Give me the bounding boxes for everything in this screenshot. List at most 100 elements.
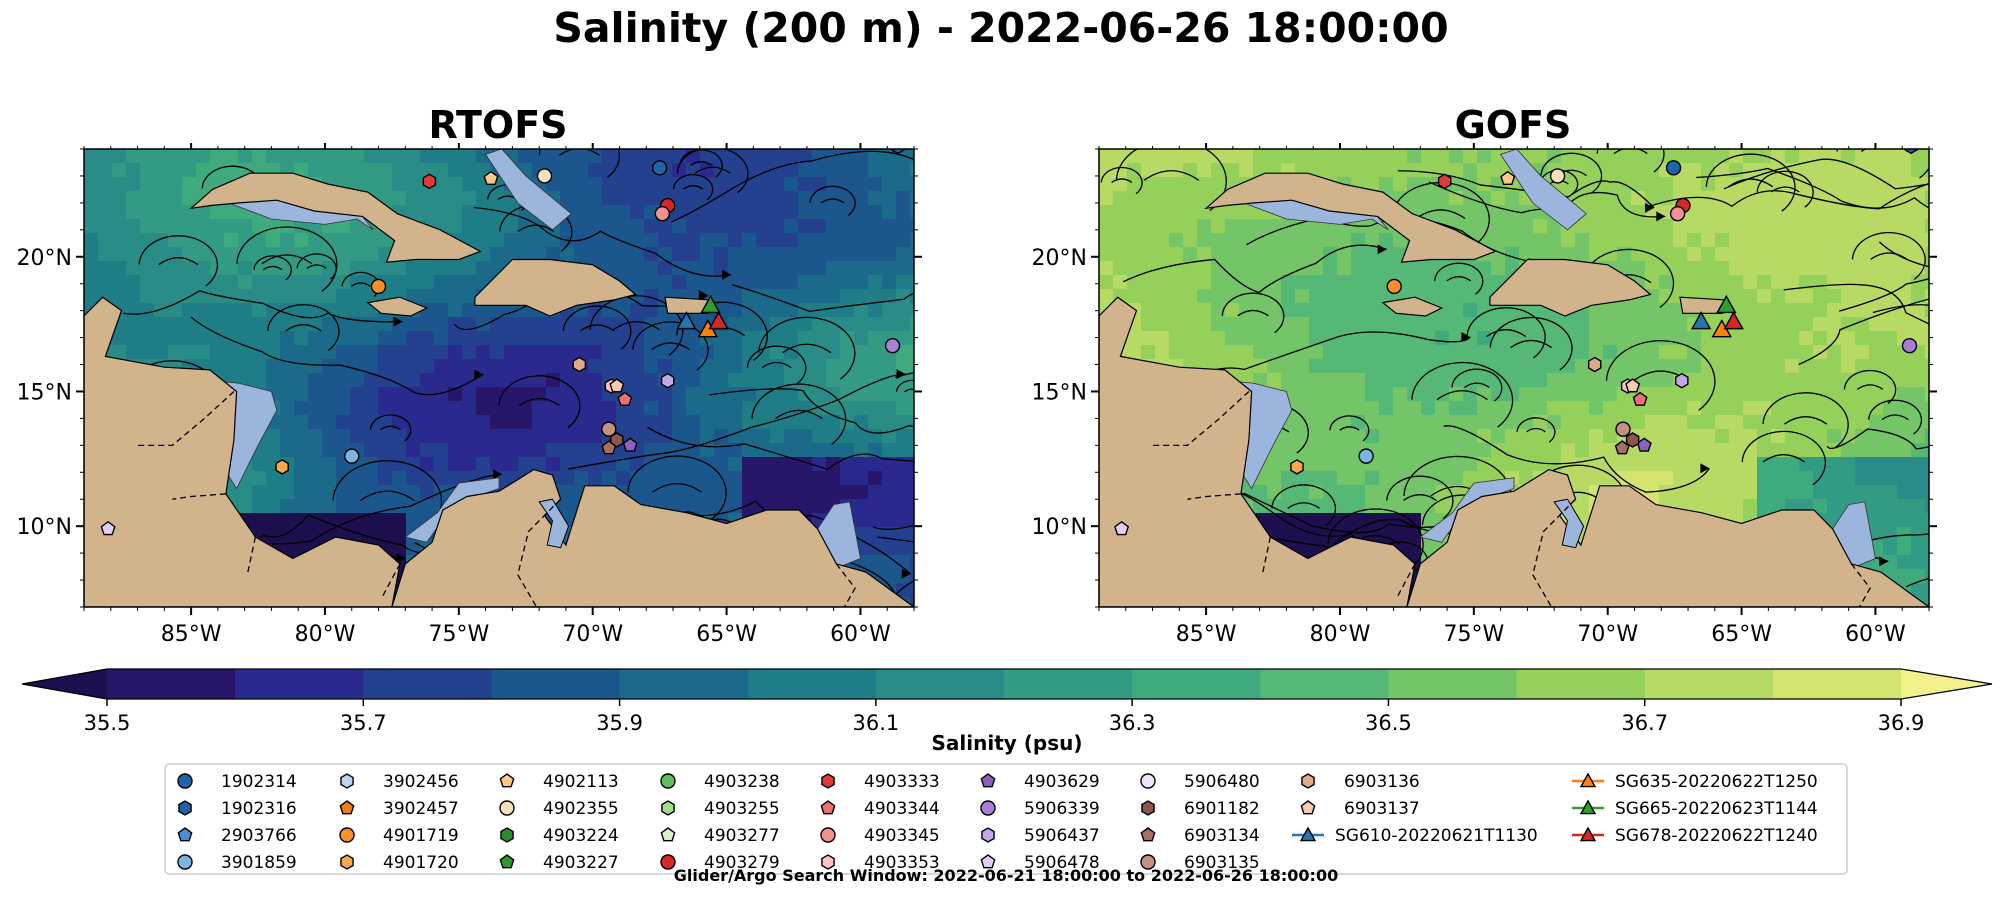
legend-item: 4903353 [821,853,940,873]
xtick-label: 70°W [562,622,623,647]
legend-item: 4903238 [660,772,780,792]
legend-label: 6903135 [1184,853,1260,873]
legend-marker [821,773,835,789]
marker-5906478 [100,521,116,536]
colorbar-segment [1132,669,1261,699]
marker-4902113 [1500,170,1516,185]
xtick-label: 85°W [1176,622,1237,647]
marker-6903137 [1625,378,1641,393]
legend-item: SG678-20220622T1240 [1572,826,1818,846]
legend-item: 4903629 [980,772,1100,792]
legend-label: 4902355 [543,799,619,819]
country-borders [1152,390,1871,607]
land-masses [1099,172,1929,607]
ytick-label: 10°N [17,515,72,540]
legend-marker [177,854,193,870]
colorbar-segment [1772,669,1902,699]
legend-item: SG610-20220621T1130 [1292,826,1538,846]
legend-item: 1902314 [177,772,297,792]
legend-label: 4903255 [704,799,780,819]
legend-label: 6903134 [1184,826,1260,846]
marker-4903345 [654,205,671,222]
marker-SG665-20220623T1144 [1716,294,1737,314]
colorbar-tick-label: 36.1 [852,711,899,735]
colorbar-tick-label: 35.7 [340,711,387,735]
marker-4903277 [897,134,910,147]
legend-marker [339,827,355,843]
marker-3901859 [1358,448,1374,464]
observation-markers [100,134,910,536]
colorbar-segment [491,669,621,699]
legend-label: 3901859 [221,853,297,873]
legend-item: 5906478 [980,853,1100,873]
marker-5906339 [884,337,901,354]
land-masses [84,172,914,607]
legend-marker [1579,772,1597,788]
legend-marker [821,854,835,870]
legend-label: 6903136 [1344,772,1420,792]
legend-item: 5906339 [980,799,1100,819]
legend-marker [1140,854,1156,870]
xtick-label: 65°W [1711,622,1772,647]
legend-label: 4903344 [864,799,940,819]
colorbar-tick-label: 36.9 [1878,711,1925,735]
legend-item: 6903137 [1300,799,1420,819]
legend-marker [820,827,836,843]
legend-label: 4903333 [864,772,940,792]
legend-item: 6903134 [1140,826,1260,846]
legend-label: 4902113 [543,772,619,792]
colorbar-segment [107,669,236,699]
marker-SG678-20220622T1240 [1723,310,1744,330]
lake-maracaibo [1553,498,1585,549]
legend-item: 4903277 [660,826,780,846]
legend-item: 3902456 [340,772,459,792]
legend-marker [499,773,515,788]
ytick-label: 20°N [17,246,72,271]
marker-6903134 [601,440,617,455]
legend-marker [499,800,515,816]
legend-marker [980,800,996,816]
xtick-label: 60°W [1845,622,1906,647]
legend-label: 3902456 [383,772,459,792]
marker-5906339 [1901,337,1918,354]
legend-marker [1140,827,1156,842]
legend-item: 4901720 [340,853,459,873]
marker-5906437 [1675,372,1689,389]
map-frame [1098,148,1930,608]
legend-label: 5906478 [1024,853,1100,873]
legend-item: 5906437 [981,826,1100,846]
legend-item: 6903136 [1301,772,1420,792]
legend-marker [1301,773,1315,789]
legend-label: 4903353 [864,853,940,873]
marker-1902316 [891,149,905,155]
colorbar-label: Salinity (psu) [931,731,1082,755]
xtick-label: 80°W [295,622,356,647]
ytick-label: 10°N [1032,515,1087,540]
salinity-colorbar: 35.5 35.7 35.9 36.1 36.3 36.5 36.7 36.9 [21,668,1993,735]
legend-marker [499,854,515,869]
marker-4901720 [1290,459,1304,475]
legend-marker [1299,826,1317,842]
legend-marker [500,827,514,843]
marker-1902314 [651,160,668,176]
legend-label: SG678-20220622T1240 [1615,826,1818,846]
legend-item: SG665-20220623T1144 [1572,799,1818,819]
legend-item: 4902355 [499,799,619,819]
legend-frame [164,763,1848,875]
legend-label: 4903224 [543,826,619,846]
legend-label: 4901719 [383,826,459,846]
xtick-label: 75°W [428,622,489,647]
marker-6903135 [601,421,617,437]
legend-label: 4903238 [704,772,780,792]
legend-marker [177,827,193,842]
colorbar-segment [235,669,364,699]
legend-label: 4903345 [864,826,940,846]
colorbar-tick-label: 35.5 [84,711,131,735]
gofs-map-panel: GOFS 85°W 80°W 75°W 70°W 65°W 60°W 10°N 15°N 20°… [1032,103,1937,647]
axis-ticks: 85°W 80°W 75°W 70°W 65°W 60°W 10°N 15°N 20°N [17,143,922,647]
legend-item: 4902113 [499,772,619,792]
legend-marker [660,773,676,789]
legend-label: 4903277 [704,826,780,846]
marker-4903344 [1632,391,1648,406]
legend-label: SG635-20220622T1250 [1615,772,1818,792]
